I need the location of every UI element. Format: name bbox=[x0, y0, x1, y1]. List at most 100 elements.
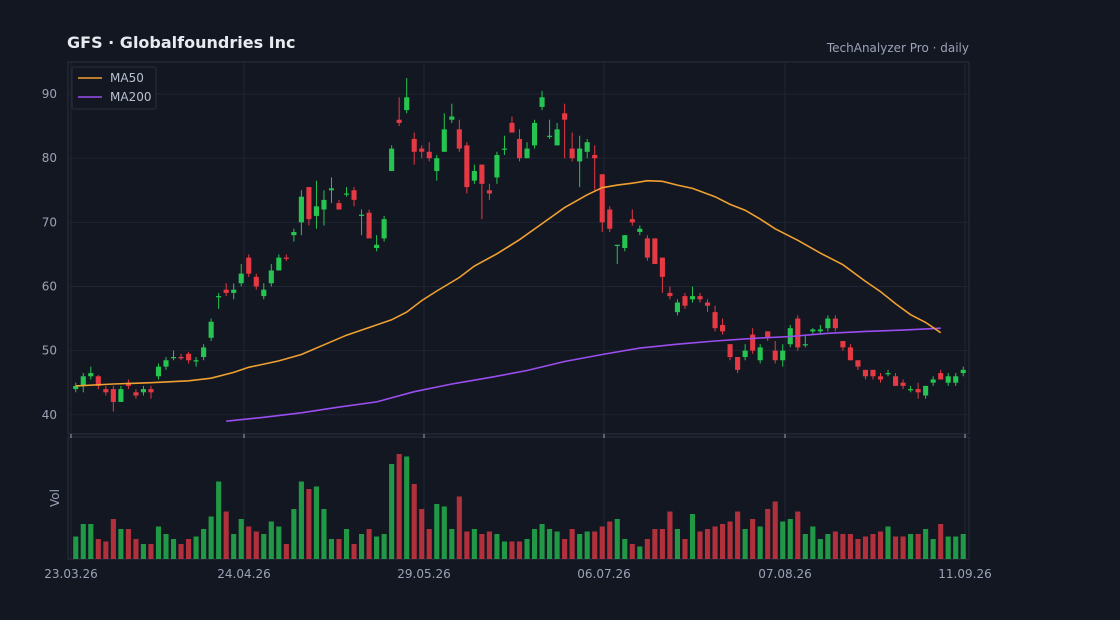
volume-bar bbox=[712, 526, 718, 559]
volume-bar bbox=[201, 529, 207, 559]
candle-body bbox=[95, 376, 101, 386]
volume-bar bbox=[915, 534, 921, 559]
candle-body bbox=[291, 231, 297, 236]
volume-bar bbox=[757, 526, 763, 559]
volume-bar bbox=[614, 519, 620, 559]
volume-bar bbox=[336, 539, 342, 559]
volume-bar bbox=[374, 536, 380, 559]
candle-body bbox=[652, 238, 658, 265]
volume-bar bbox=[674, 529, 680, 559]
x-tick-label: 29.05.26 bbox=[397, 567, 450, 581]
candle-body bbox=[441, 129, 447, 152]
volume-bar bbox=[389, 464, 395, 559]
candle-body bbox=[795, 318, 801, 348]
volume-bar bbox=[396, 454, 402, 559]
volume-bar bbox=[140, 544, 147, 559]
candle-body bbox=[163, 360, 169, 367]
volume-bar bbox=[486, 531, 492, 559]
candle-body bbox=[735, 357, 741, 370]
volume-bar bbox=[268, 521, 274, 559]
volume-bar bbox=[765, 509, 771, 559]
volume-bar bbox=[750, 519, 756, 559]
volume-bar bbox=[817, 539, 823, 559]
candle-body bbox=[253, 276, 259, 287]
volume-bar bbox=[223, 511, 229, 559]
candle-body bbox=[720, 324, 726, 332]
volume-bar bbox=[404, 456, 410, 559]
volume-bar bbox=[321, 509, 327, 559]
candle-body bbox=[584, 142, 590, 152]
volume-bar bbox=[531, 529, 538, 559]
volume-bar bbox=[359, 534, 365, 559]
volume-bar bbox=[276, 526, 282, 559]
candle-body bbox=[298, 196, 304, 223]
volume-bar bbox=[419, 509, 425, 559]
candle-body bbox=[328, 188, 335, 191]
volume-bar bbox=[840, 534, 846, 559]
volume-bar bbox=[253, 531, 259, 559]
candle-body bbox=[426, 151, 432, 159]
candle-body bbox=[592, 155, 598, 159]
candle-body bbox=[780, 350, 786, 361]
x-axis: 23.03.26 24.04.26 29.05.26 06.07.26 07.08.26… bbox=[44, 434, 992, 581]
chart-title: GFS · Globalfoundries Inc bbox=[67, 33, 295, 52]
y-tick-label: 60 bbox=[42, 279, 57, 293]
candle-body bbox=[915, 389, 921, 393]
chart-subtitle: TechAnalyzer Pro · daily bbox=[826, 41, 969, 55]
volume-bar bbox=[772, 501, 778, 559]
ma50-line bbox=[75, 179, 942, 387]
volume-bar bbox=[870, 534, 876, 559]
candle-body bbox=[765, 331, 771, 338]
candle-body bbox=[193, 360, 199, 362]
volume-bar bbox=[148, 544, 154, 559]
volume-bar bbox=[351, 544, 357, 559]
candle-body bbox=[268, 270, 274, 284]
volume-bar bbox=[742, 529, 748, 559]
candle-body bbox=[908, 389, 914, 391]
volume-bar bbox=[456, 496, 462, 559]
candle-body bbox=[960, 369, 966, 374]
candle-body bbox=[321, 199, 327, 210]
volume-bar bbox=[622, 539, 628, 559]
candle-body bbox=[246, 257, 252, 274]
candle-body bbox=[283, 257, 289, 259]
grid bbox=[68, 62, 969, 559]
candle-body bbox=[599, 174, 605, 223]
volume-bar bbox=[464, 531, 470, 559]
candle-body bbox=[494, 155, 500, 178]
volume-bars bbox=[73, 454, 966, 559]
candle-body bbox=[569, 148, 575, 159]
volume-bar bbox=[689, 514, 696, 559]
candle-body bbox=[261, 289, 267, 297]
candle-body bbox=[336, 203, 342, 210]
volume-bar bbox=[847, 534, 853, 559]
volume-bar bbox=[163, 534, 169, 559]
volume-bar bbox=[825, 534, 831, 559]
candle-body bbox=[148, 389, 154, 393]
volume-bar bbox=[584, 531, 590, 559]
volume-bar bbox=[80, 524, 86, 559]
volume-bar bbox=[216, 481, 222, 559]
x-tick-label: 11.09.26 bbox=[938, 567, 991, 581]
candle-body bbox=[524, 148, 530, 159]
volume-bar bbox=[908, 534, 914, 559]
candle-body bbox=[404, 97, 410, 111]
candle-body bbox=[712, 312, 718, 329]
candle-body bbox=[885, 373, 891, 375]
volume-bar bbox=[103, 541, 109, 559]
volume-bar bbox=[313, 486, 319, 559]
candle-body bbox=[689, 296, 696, 300]
candle-body bbox=[832, 318, 838, 329]
candle-body bbox=[216, 296, 222, 298]
candle-body bbox=[411, 138, 417, 152]
candle-body bbox=[88, 373, 94, 377]
volume-bar bbox=[720, 524, 726, 559]
candle-body bbox=[704, 302, 711, 306]
volume-bar bbox=[366, 529, 372, 559]
candle-body bbox=[667, 292, 673, 297]
volume-bar bbox=[133, 539, 139, 559]
volume-bar bbox=[208, 516, 214, 559]
volume-bar bbox=[328, 539, 335, 559]
legend-ma200-label: MA200 bbox=[110, 90, 151, 104]
